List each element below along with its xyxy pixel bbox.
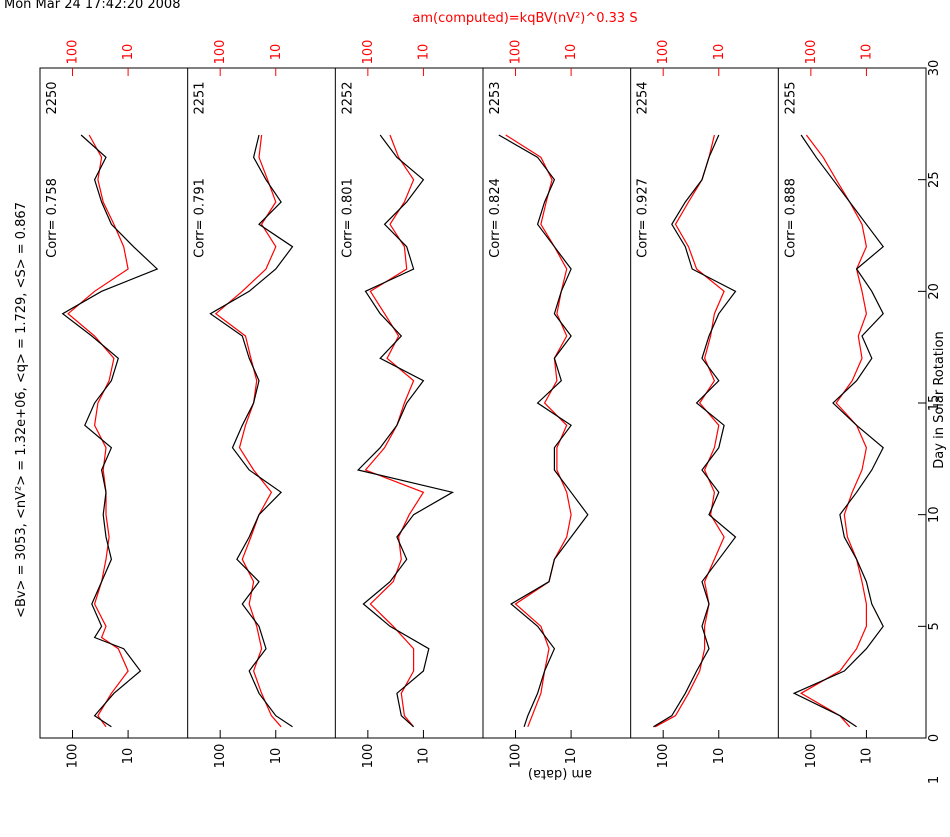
corr-label: Corr= 0.791 — [193, 178, 208, 258]
data-series-line — [792, 134, 885, 728]
x-tick-label: 5 — [927, 622, 942, 630]
computed-series-line — [214, 134, 282, 728]
y-tick-label-red: 10 — [121, 44, 136, 61]
corr-label: Corr= 0.758 — [45, 178, 60, 258]
y-tick-label: 100 — [361, 744, 376, 769]
rotation-label: 2254 — [636, 81, 651, 114]
y-tick-label-red: 100 — [509, 40, 524, 65]
y-tick-label-red: 100 — [656, 40, 671, 65]
data-series-line — [653, 134, 737, 728]
x-tick-label: 25 — [927, 171, 942, 188]
y-tick-label-red: 10 — [564, 44, 579, 61]
x-axis-label: Day in Solar Rotation — [932, 331, 947, 468]
y-tick-label: 100 — [804, 744, 819, 769]
x-tick-label: 15 — [927, 395, 942, 412]
rotation-label: 2252 — [340, 81, 355, 114]
y-tick-label-red: 100 — [213, 40, 228, 65]
data-series-line — [209, 134, 294, 728]
corr-label: Corr= 0.888 — [783, 178, 798, 258]
y-tick-label: 100 — [656, 744, 671, 769]
x-tick-label-extra: 1 — [927, 776, 942, 784]
y-tick-label: 10 — [121, 748, 136, 765]
computed-title: am(computed)=kqBV(nV²)^0.33 S — [412, 11, 637, 26]
y-tick-label: 10 — [269, 748, 284, 765]
x-tick-label: 20 — [927, 283, 942, 300]
y-tick-label: 100 — [66, 744, 81, 769]
timestamp-label: Mon Mar 24 17:42:20 2008 — [4, 0, 180, 12]
corr-label: Corr= 0.824 — [488, 178, 503, 258]
y-tick-label: 10 — [859, 748, 874, 765]
corr-label: Corr= 0.801 — [340, 178, 355, 258]
x-tick-label: 10 — [927, 506, 942, 523]
stats-line-label: <Bv> = 3053, <nV²> = 1.32e+06, <q> = 1.7… — [14, 202, 29, 618]
y-tick-label-red: 10 — [416, 44, 431, 61]
y-tick-label-red: 100 — [804, 40, 819, 65]
y-tick-label: 100 — [213, 744, 228, 769]
rotation-label: 2250 — [45, 81, 60, 114]
y-axis-label: am (data) — [528, 766, 592, 781]
computed-series-line — [505, 134, 572, 728]
computed-series-line — [364, 134, 425, 728]
y-tick-label: 10 — [416, 748, 431, 765]
rotation-label: 2255 — [783, 81, 798, 114]
y-tick-label-red: 10 — [269, 44, 284, 61]
y-tick-label-red: 100 — [361, 40, 376, 65]
corr-label: Corr= 0.927 — [636, 178, 651, 258]
data-series-line — [61, 134, 159, 728]
y-tick-label: 100 — [509, 744, 524, 769]
rotation-label: 2253 — [488, 81, 503, 114]
y-tick-label-red: 10 — [859, 44, 874, 61]
y-tick-label: 10 — [712, 748, 727, 765]
computed-series-line — [67, 134, 129, 728]
computed-series-line — [799, 134, 868, 728]
data-series-line — [498, 134, 589, 727]
x-tick-label: 30 — [927, 60, 942, 77]
y-tick-label-red: 100 — [66, 40, 81, 65]
rotation-label: 2251 — [193, 81, 208, 114]
y-tick-label: 10 — [564, 748, 579, 765]
data-series-line — [356, 134, 455, 728]
x-tick-label: 0 — [927, 734, 942, 742]
computed-series-line — [654, 134, 725, 728]
y-tick-label-red: 10 — [712, 44, 727, 61]
